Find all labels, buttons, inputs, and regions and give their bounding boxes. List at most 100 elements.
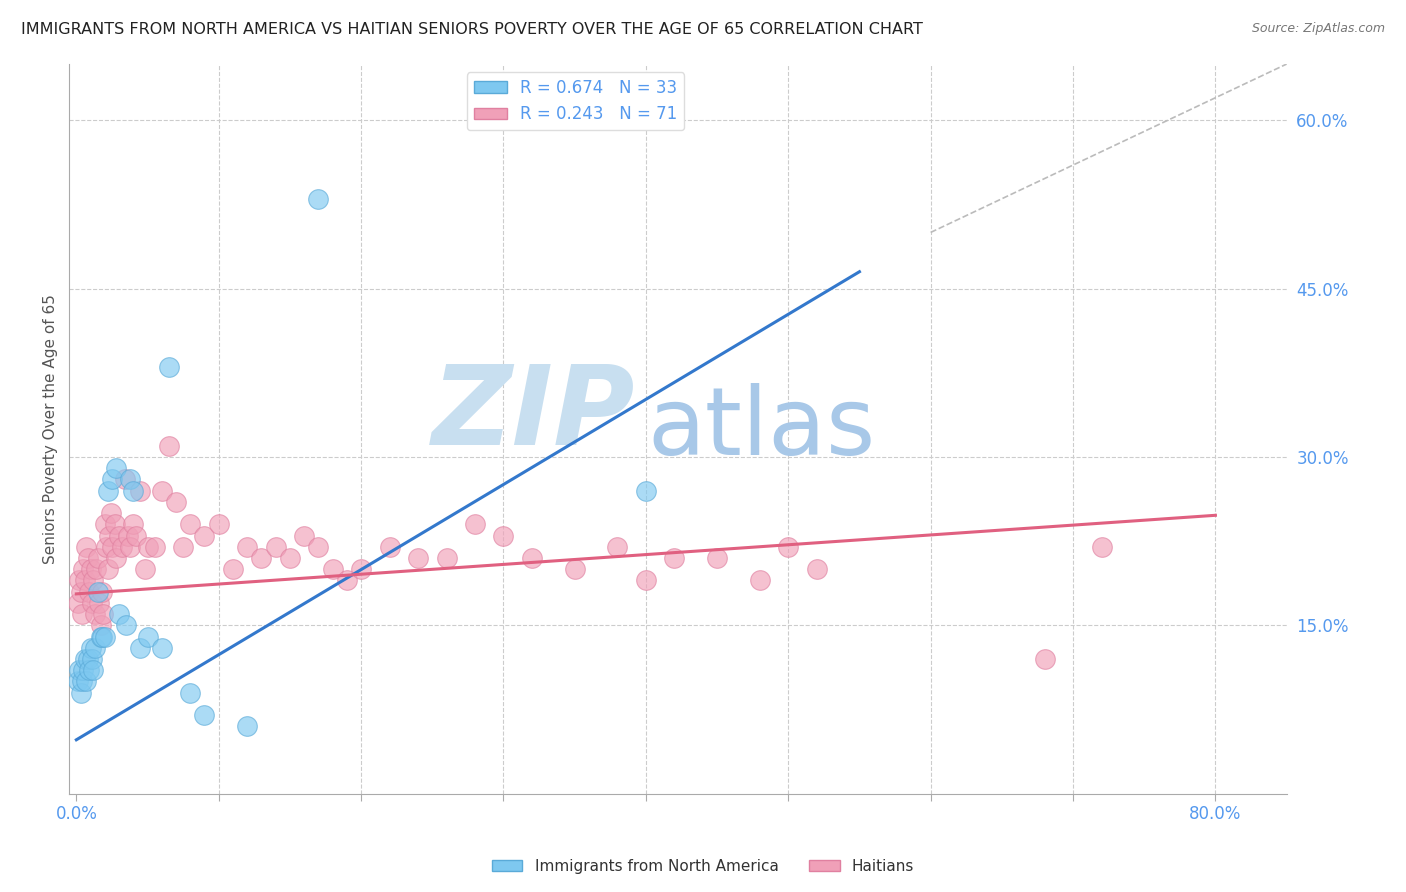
Point bbox=[193, 708, 215, 723]
Point bbox=[143, 540, 166, 554]
Point bbox=[634, 574, 657, 588]
Point bbox=[350, 562, 373, 576]
Point bbox=[105, 551, 128, 566]
Point bbox=[89, 596, 111, 610]
Point bbox=[520, 551, 543, 566]
Point bbox=[77, 663, 100, 677]
Point bbox=[70, 674, 93, 689]
Point bbox=[83, 640, 105, 655]
Point bbox=[208, 517, 231, 532]
Point bbox=[264, 540, 287, 554]
Point bbox=[634, 483, 657, 498]
Text: atlas: atlas bbox=[648, 383, 876, 475]
Point bbox=[122, 517, 145, 532]
Point bbox=[69, 686, 91, 700]
Point bbox=[322, 562, 344, 576]
Point bbox=[117, 528, 139, 542]
Point bbox=[778, 540, 800, 554]
Point bbox=[91, 584, 114, 599]
Point bbox=[101, 540, 124, 554]
Point bbox=[436, 551, 458, 566]
Point bbox=[136, 630, 159, 644]
Point bbox=[111, 540, 134, 554]
Point bbox=[82, 574, 104, 588]
Point bbox=[336, 574, 359, 588]
Point bbox=[806, 562, 828, 576]
Point bbox=[464, 517, 486, 532]
Point bbox=[157, 360, 180, 375]
Point bbox=[172, 540, 194, 554]
Point bbox=[84, 562, 107, 576]
Point bbox=[66, 596, 89, 610]
Y-axis label: Seniors Poverty Over the Age of 65: Seniors Poverty Over the Age of 65 bbox=[44, 294, 58, 564]
Point bbox=[101, 472, 124, 486]
Point bbox=[77, 584, 100, 599]
Point bbox=[94, 517, 117, 532]
Point bbox=[108, 528, 131, 542]
Point bbox=[76, 551, 98, 566]
Point bbox=[90, 618, 112, 632]
Point bbox=[75, 674, 97, 689]
Point bbox=[278, 551, 301, 566]
Point bbox=[83, 607, 105, 621]
Point bbox=[307, 540, 329, 554]
Point bbox=[307, 192, 329, 206]
Point bbox=[67, 574, 90, 588]
Point bbox=[96, 540, 118, 554]
Point bbox=[93, 607, 115, 621]
Point bbox=[79, 640, 101, 655]
Point bbox=[115, 618, 138, 632]
Point bbox=[150, 483, 173, 498]
Point bbox=[86, 551, 108, 566]
Point bbox=[86, 584, 108, 599]
Point bbox=[606, 540, 628, 554]
Point bbox=[250, 551, 273, 566]
Point bbox=[114, 472, 136, 486]
Point bbox=[492, 528, 515, 542]
Point bbox=[706, 551, 728, 566]
Point bbox=[193, 528, 215, 542]
Point bbox=[136, 540, 159, 554]
Legend: R = 0.674   N = 33, R = 0.243   N = 71: R = 0.674 N = 33, R = 0.243 N = 71 bbox=[467, 72, 685, 130]
Text: Source: ZipAtlas.com: Source: ZipAtlas.com bbox=[1251, 22, 1385, 36]
Point bbox=[129, 640, 152, 655]
Point bbox=[378, 540, 401, 554]
Point bbox=[72, 663, 94, 677]
Point bbox=[165, 495, 187, 509]
Point bbox=[82, 663, 104, 677]
Point bbox=[105, 461, 128, 475]
Point bbox=[134, 562, 156, 576]
Point bbox=[104, 517, 127, 532]
Text: ZIP: ZIP bbox=[432, 360, 636, 467]
Point bbox=[66, 674, 89, 689]
Point bbox=[73, 652, 96, 666]
Point bbox=[748, 574, 770, 588]
Point bbox=[564, 562, 586, 576]
Point bbox=[236, 540, 259, 554]
Point bbox=[157, 439, 180, 453]
Point bbox=[91, 630, 114, 644]
Point bbox=[179, 517, 201, 532]
Point bbox=[108, 607, 131, 621]
Point bbox=[67, 663, 90, 677]
Point bbox=[1090, 540, 1112, 554]
Point bbox=[80, 596, 103, 610]
Point bbox=[98, 528, 121, 542]
Point bbox=[79, 562, 101, 576]
Point bbox=[100, 506, 122, 520]
Text: IMMIGRANTS FROM NORTH AMERICA VS HAITIAN SENIORS POVERTY OVER THE AGE OF 65 CORR: IMMIGRANTS FROM NORTH AMERICA VS HAITIAN… bbox=[21, 22, 922, 37]
Point bbox=[70, 607, 93, 621]
Point bbox=[406, 551, 429, 566]
Point bbox=[150, 640, 173, 655]
Point bbox=[222, 562, 245, 576]
Point bbox=[80, 652, 103, 666]
Point bbox=[120, 540, 142, 554]
Point bbox=[75, 540, 97, 554]
Point bbox=[292, 528, 315, 542]
Point bbox=[76, 652, 98, 666]
Point bbox=[236, 719, 259, 733]
Point bbox=[1033, 652, 1056, 666]
Point bbox=[122, 483, 145, 498]
Legend: Immigrants from North America, Haitians: Immigrants from North America, Haitians bbox=[485, 853, 921, 880]
Point bbox=[129, 483, 152, 498]
